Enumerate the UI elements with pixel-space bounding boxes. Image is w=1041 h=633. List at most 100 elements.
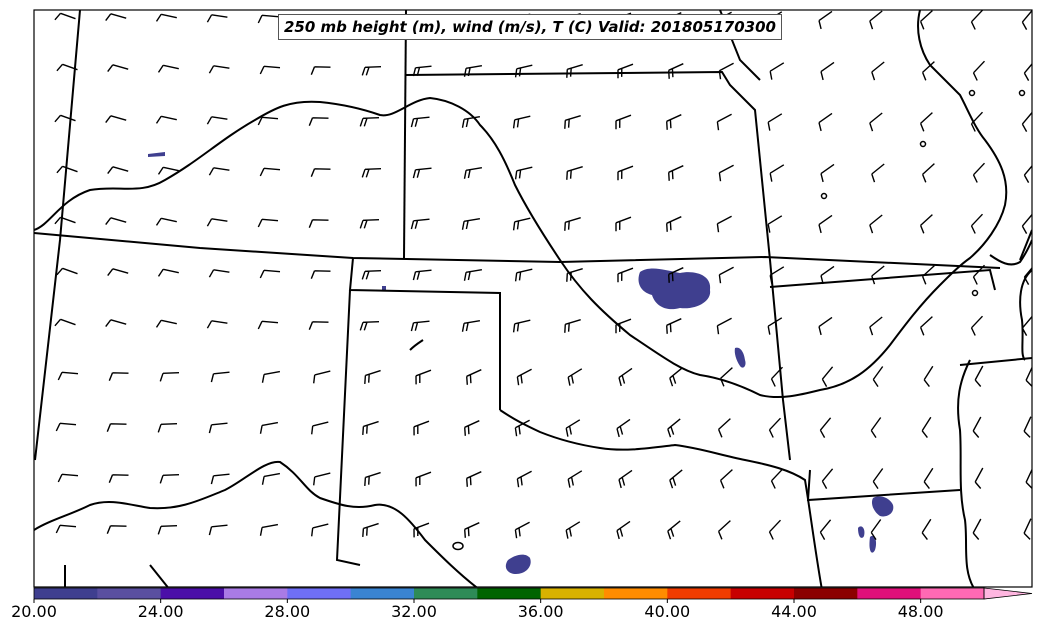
wind-barb	[208, 167, 230, 176]
wind-barb	[359, 321, 380, 331]
wind-barb	[616, 418, 631, 438]
wind-barb	[717, 520, 731, 540]
wind-barb	[466, 471, 482, 487]
wind-barb	[567, 470, 583, 488]
wind-barb	[718, 266, 734, 284]
wind-barb	[155, 115, 177, 124]
wind-barb	[261, 472, 281, 485]
wind-barb	[970, 213, 984, 234]
wind-barb	[54, 216, 76, 225]
wind-barb	[566, 166, 583, 180]
wind-barb	[972, 60, 986, 81]
wind-barb	[512, 115, 531, 129]
wind-barb	[716, 113, 732, 131]
wind-barb	[359, 117, 380, 127]
wind-barb	[157, 64, 179, 73]
wind-barb	[921, 61, 935, 81]
wind-barb	[461, 320, 481, 332]
colorbar-tick-label: 48.00	[897, 602, 944, 621]
wind-barb	[972, 162, 986, 183]
wind-barb	[719, 367, 733, 387]
wind-barb	[208, 65, 230, 74]
wind-barb	[921, 416, 932, 439]
state-borders	[34, 10, 1032, 587]
wind-barb	[55, 524, 77, 534]
wind-barb	[461, 218, 481, 230]
wind-barb	[159, 474, 180, 484]
wind-barb	[668, 63, 684, 79]
wind-barb	[359, 219, 380, 229]
wind-barb	[666, 216, 682, 232]
wind-barb	[466, 369, 482, 385]
wind-barb	[257, 218, 279, 228]
wind-barb	[313, 472, 331, 486]
wind-barb	[972, 518, 982, 540]
wind-barb	[514, 521, 530, 539]
wind-barb	[54, 318, 76, 327]
wind-barb	[410, 320, 430, 332]
colorbar-segment	[794, 588, 858, 599]
wind-barb	[57, 473, 79, 483]
wind-barb	[308, 219, 329, 228]
wind-barb	[871, 61, 885, 81]
map-frame	[33, 9, 1033, 588]
wind-barb	[566, 64, 583, 78]
wind-barb	[105, 13, 127, 22]
wind-barb	[1021, 10, 1032, 30]
station-markers	[820, 89, 1026, 297]
wind-barb	[769, 164, 785, 182]
wind-barb	[206, 218, 228, 227]
colorbar-segment	[730, 588, 795, 599]
wind-barb	[157, 166, 179, 175]
wind-barb	[716, 215, 732, 233]
colorbar-segment	[160, 588, 225, 599]
wind-barb	[412, 269, 432, 281]
wind-barb	[666, 318, 682, 334]
wind-barb	[919, 112, 933, 132]
wind-barb	[564, 319, 581, 333]
wind-barb	[259, 523, 279, 536]
wind-barb	[514, 268, 533, 282]
wind-barb	[919, 316, 933, 336]
colorbar-tick-label: 32.00	[391, 602, 437, 621]
temperature-shading	[148, 152, 894, 574]
wind-barb	[768, 417, 782, 438]
wind-barb	[1023, 266, 1032, 285]
wind-barb	[870, 519, 882, 540]
wind-barb	[818, 10, 833, 30]
wind-barb	[972, 264, 986, 285]
wind-barb	[617, 165, 634, 181]
wind-barb	[564, 115, 581, 129]
wind-barb	[413, 522, 430, 538]
wind-barb	[155, 13, 177, 22]
wind-barb	[769, 62, 785, 80]
wind-barb	[567, 368, 583, 386]
wind-barb	[157, 525, 178, 535]
wind-barb	[667, 520, 681, 540]
wind-barb	[257, 14, 279, 24]
wind-barb	[615, 216, 632, 232]
wind-barb	[1025, 365, 1032, 387]
wind-barb	[970, 10, 984, 30]
wind-barb	[718, 164, 734, 182]
wind-barb	[463, 65, 483, 77]
wind-barb	[1021, 213, 1032, 234]
wind-barb	[921, 518, 932, 541]
wind-barb	[872, 366, 884, 387]
wind-barb	[259, 269, 281, 279]
wind-barb	[206, 116, 228, 125]
wind-barb	[259, 65, 281, 75]
wind-barb	[361, 168, 382, 178]
wind-barb	[259, 421, 279, 434]
wind-barb	[55, 422, 77, 432]
wind-barb	[668, 165, 684, 181]
wind-barb	[1023, 164, 1032, 183]
wind-barb	[257, 116, 279, 126]
wind-barb	[872, 468, 884, 489]
wind-barb	[616, 520, 631, 540]
wind-barb	[105, 115, 127, 124]
wind-barb	[669, 469, 683, 489]
wind-barb	[364, 369, 381, 384]
wind-barb	[310, 270, 331, 279]
wind-barb	[869, 316, 883, 336]
